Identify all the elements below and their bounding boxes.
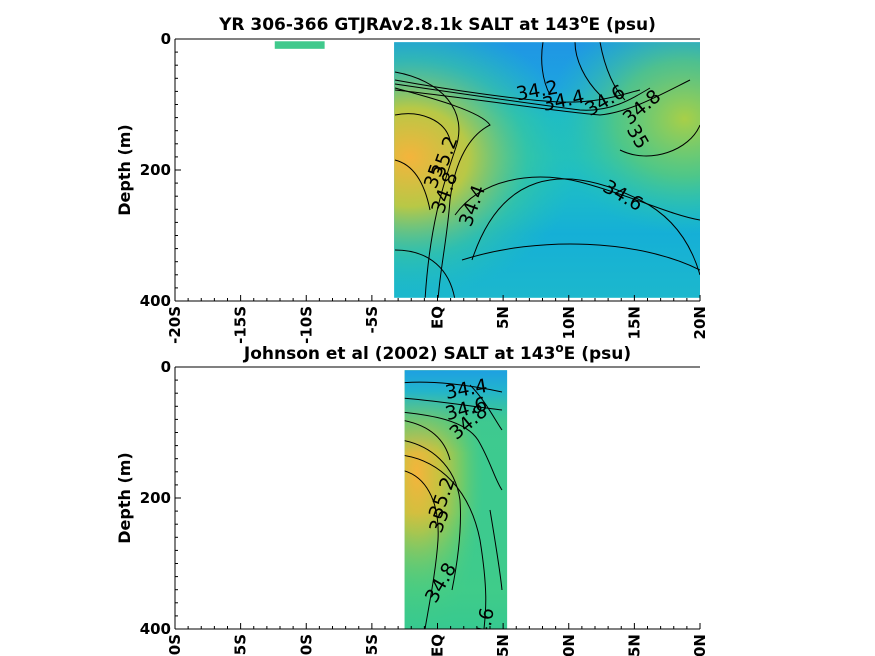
contour-line: [469, 384, 503, 431]
contour-lines: [404, 381, 503, 629]
y-tick-label: 400: [140, 620, 171, 638]
x-tick-label: 5N: [494, 306, 512, 329]
contour-line: [471, 178, 700, 276]
title-main: Johnson et al (2002) SALT at 143: [243, 344, 556, 364]
x-tick-label: -5S: [363, 634, 381, 656]
contour-line: [489, 509, 503, 591]
chart-title: Johnson et al (2002) SALT at 143oE (psu): [243, 341, 631, 364]
contour-line: [541, 42, 551, 96]
x-tick-label: 15N: [625, 634, 643, 656]
title-degree: o: [555, 341, 563, 355]
field-west-max: [394, 42, 700, 298]
x-tick-label: 5N: [494, 634, 512, 656]
x-tick-label: -15S: [232, 306, 250, 344]
contour-line: [404, 455, 487, 629]
title-main: YR 306-366 GTJRAv2.8.1k SALT at 143: [218, 15, 580, 35]
contour-line: [404, 440, 462, 591]
y-tick-label: 0: [161, 30, 171, 48]
x-tick-label: -20S: [166, 634, 184, 656]
contour-lines: [394, 42, 700, 298]
x-tick-label: -20S: [166, 306, 184, 344]
field-surface: [404, 370, 508, 629]
x-tick-label: -10S: [297, 306, 315, 344]
title-suffix: E (psu): [564, 344, 631, 364]
x-tick-label: EQ: [429, 306, 447, 329]
contour-line: [404, 397, 503, 411]
contour-line: [394, 79, 691, 116]
y-tick-label: 400: [140, 292, 171, 310]
x-tick-label: -15S: [232, 634, 250, 656]
title-degree: o: [580, 12, 588, 26]
y-tick-label: 200: [140, 161, 171, 179]
contour-line: [461, 243, 700, 271]
contour-line: [404, 381, 503, 393]
contour-label: 34.6: [470, 606, 499, 651]
chart-title: YR 306-366 GTJRAv2.8.1k SALT at 143oE (p…: [218, 12, 656, 35]
x-tick-label: EQ: [429, 634, 447, 656]
x-tick-label: 10N: [560, 634, 578, 656]
contour-line: [404, 420, 451, 461]
contour-line: [394, 113, 451, 141]
x-tick-label: 20N: [691, 306, 709, 339]
contour-line: [574, 42, 601, 96]
x-tick-label: -10S: [297, 634, 315, 656]
contour-line: [394, 249, 456, 298]
x-tick-label: 10N: [560, 306, 578, 339]
contour-line: [454, 176, 700, 221]
contour-line: [394, 83, 651, 111]
contour-line: [619, 124, 700, 157]
x-tick-label: 15N: [625, 306, 643, 339]
y-axis-label: Depth (m): [115, 452, 134, 544]
contour-line: [394, 79, 641, 103]
y-tick-label: 200: [140, 489, 171, 507]
x-tick-label: 20N: [691, 634, 709, 656]
contour-line: [404, 470, 439, 629]
y-axis-label: Depth (m): [115, 124, 134, 216]
contour-line: [394, 159, 431, 211]
contour-line: [394, 87, 491, 298]
isolated-data-patch: [274, 41, 325, 49]
title-suffix: E (psu): [588, 15, 655, 35]
x-tick-label: -5S: [363, 306, 381, 333]
y-tick-label: 0: [161, 358, 171, 376]
contour-line: [404, 411, 503, 491]
contour-line: [599, 42, 626, 101]
